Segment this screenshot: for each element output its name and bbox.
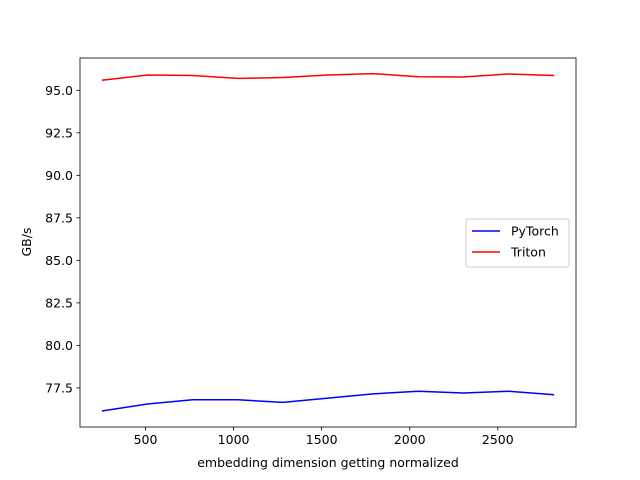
axes-frame: [79, 57, 577, 428]
y-tick-label: 77.5: [45, 380, 73, 395]
y-tick-label: 92.5: [45, 125, 73, 140]
x-axis-label: embedding dimension getting normalized: [197, 455, 459, 470]
series-line-pytorch: [101, 390, 555, 412]
legend-label-pytorch: PyTorch: [511, 224, 559, 239]
x-tick-label: 500: [134, 432, 158, 447]
x-axis-ticks: 500 1000 1500 2000 2500: [134, 427, 514, 447]
x-tick-label: 2500: [482, 432, 514, 447]
y-tick-label: 82.5: [45, 295, 73, 310]
y-axis-ticks: 77.5 80.0 82.5 85.0 87.5 90.0 92.5 95.0: [45, 83, 80, 395]
y-tick-label: 80.0: [45, 338, 73, 353]
y-axis-label: GB/s: [19, 228, 34, 257]
legend-label-triton: Triton: [510, 245, 546, 260]
series-line-triton: [101, 72, 555, 81]
x-tick-label: 2000: [394, 432, 426, 447]
y-tick-label: 85.0: [45, 253, 73, 268]
legend: PyTorch Triton: [465, 218, 570, 268]
x-tick-label: 1500: [306, 432, 338, 447]
y-tick-label: 90.0: [45, 168, 73, 183]
x-tick-label: 1000: [218, 432, 250, 447]
series-lines: [101, 72, 555, 412]
y-tick-label: 87.5: [45, 210, 73, 225]
y-tick-label: 95.0: [45, 83, 73, 98]
